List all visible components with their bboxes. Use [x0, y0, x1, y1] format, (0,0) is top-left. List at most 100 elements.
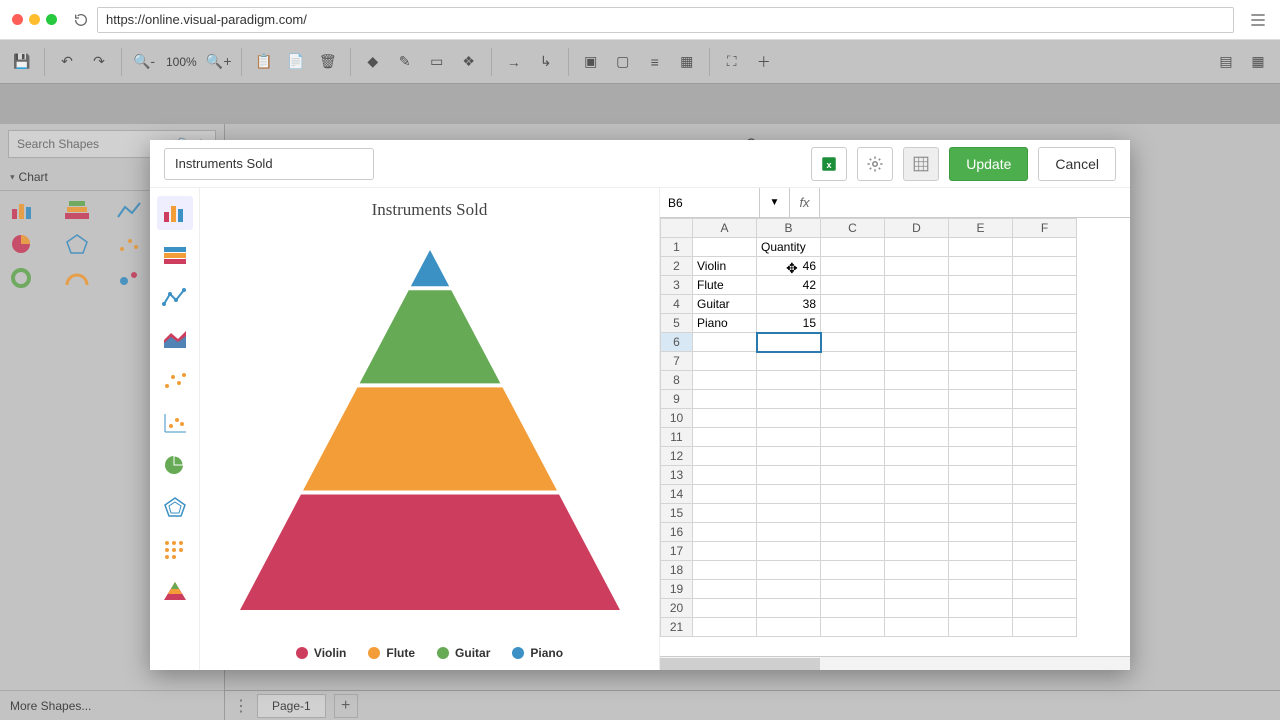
cell[interactable] — [693, 371, 757, 390]
cell[interactable] — [821, 485, 885, 504]
cell[interactable] — [757, 599, 821, 618]
cell[interactable] — [949, 466, 1013, 485]
cell[interactable] — [949, 352, 1013, 371]
cell[interactable] — [821, 314, 885, 333]
shape-icon[interactable]: ▭ — [423, 48, 451, 76]
cell[interactable] — [821, 447, 885, 466]
row-header[interactable]: 3 — [661, 276, 693, 295]
row-header[interactable]: 19 — [661, 580, 693, 599]
type-area[interactable] — [157, 322, 193, 356]
cell[interactable] — [821, 409, 885, 428]
cell[interactable] — [885, 390, 949, 409]
cell[interactable] — [949, 409, 1013, 428]
cell[interactable] — [885, 599, 949, 618]
cell[interactable] — [821, 504, 885, 523]
cell[interactable] — [821, 599, 885, 618]
cell[interactable]: Violin — [693, 257, 757, 276]
cell[interactable] — [757, 523, 821, 542]
cell[interactable]: Guitar — [693, 295, 757, 314]
cell[interactable] — [949, 428, 1013, 447]
cell[interactable] — [885, 333, 949, 352]
zoom-out-icon[interactable]: 🔍- — [130, 48, 158, 76]
cell[interactable] — [821, 238, 885, 257]
cell[interactable] — [1013, 447, 1077, 466]
cell[interactable] — [1013, 561, 1077, 580]
cell[interactable] — [1013, 276, 1077, 295]
update-button[interactable]: Update — [949, 147, 1028, 181]
horizontal-scrollbar[interactable] — [660, 656, 1130, 670]
cell[interactable] — [821, 371, 885, 390]
cell[interactable] — [885, 276, 949, 295]
cell[interactable] — [1013, 352, 1077, 371]
cell[interactable] — [1013, 238, 1077, 257]
cell[interactable] — [949, 599, 1013, 618]
close-window-icon[interactable] — [12, 14, 23, 25]
cell[interactable] — [693, 428, 757, 447]
more-shapes-link[interactable]: More Shapes... — [0, 690, 224, 720]
select-icon[interactable]: ⛶ — [718, 48, 746, 76]
cell[interactable] — [821, 257, 885, 276]
type-bar[interactable] — [157, 196, 193, 230]
cancel-button[interactable]: Cancel — [1038, 147, 1116, 181]
cell[interactable] — [885, 447, 949, 466]
cell[interactable] — [1013, 523, 1077, 542]
cell[interactable] — [949, 276, 1013, 295]
cell[interactable] — [757, 390, 821, 409]
row-header[interactable]: 21 — [661, 618, 693, 637]
front-icon[interactable]: ▣ — [577, 48, 605, 76]
cell[interactable] — [885, 580, 949, 599]
add-page-button[interactable]: + — [334, 694, 358, 718]
row-header[interactable]: 4 — [661, 295, 693, 314]
undo-icon[interactable]: ↶ — [53, 48, 81, 76]
url-bar[interactable]: https://online.visual-paradigm.com/ — [97, 7, 1234, 33]
col-header[interactable]: F — [1013, 219, 1077, 238]
cell[interactable] — [885, 238, 949, 257]
cell[interactable] — [693, 409, 757, 428]
radar-chart-icon[interactable] — [63, 233, 91, 255]
align-icon[interactable]: ≡ — [641, 48, 669, 76]
bar-chart-icon[interactable] — [10, 199, 38, 221]
zoom-in-icon[interactable]: 🔍+ — [205, 48, 233, 76]
line-chart-icon[interactable] — [116, 199, 144, 221]
cell[interactable] — [885, 523, 949, 542]
row-header[interactable]: 20 — [661, 599, 693, 618]
donut-chart-icon[interactable] — [10, 267, 38, 289]
cell[interactable] — [949, 371, 1013, 390]
cell[interactable] — [821, 466, 885, 485]
cell[interactable] — [693, 485, 757, 504]
cell[interactable] — [885, 371, 949, 390]
type-scatter[interactable] — [157, 364, 193, 398]
cell[interactable] — [1013, 314, 1077, 333]
cell[interactable] — [821, 295, 885, 314]
cell[interactable] — [1013, 466, 1077, 485]
view2-icon[interactable]: ▦ — [1244, 48, 1272, 76]
cell[interactable] — [821, 352, 885, 371]
cell[interactable] — [757, 447, 821, 466]
refresh-icon[interactable] — [73, 12, 89, 28]
cell[interactable] — [693, 523, 757, 542]
cell[interactable] — [949, 314, 1013, 333]
row-header[interactable]: 13 — [661, 466, 693, 485]
cell[interactable] — [821, 390, 885, 409]
cell[interactable] — [693, 352, 757, 371]
row-header[interactable]: 1 — [661, 238, 693, 257]
cell[interactable] — [885, 542, 949, 561]
col-header[interactable]: A — [693, 219, 757, 238]
cell[interactable] — [885, 485, 949, 504]
cell[interactable] — [821, 561, 885, 580]
name-box-dropdown[interactable]: ▼ — [760, 188, 790, 217]
cell[interactable] — [1013, 390, 1077, 409]
redo-icon[interactable]: ↷ — [85, 48, 113, 76]
cell[interactable] — [1013, 333, 1077, 352]
cell[interactable] — [693, 504, 757, 523]
type-stacked-bar[interactable] — [157, 238, 193, 272]
cell[interactable] — [693, 542, 757, 561]
stacked-chart-icon[interactable] — [63, 199, 91, 221]
cell[interactable] — [949, 542, 1013, 561]
cell[interactable] — [949, 447, 1013, 466]
cell[interactable] — [885, 428, 949, 447]
cell[interactable] — [885, 352, 949, 371]
cell[interactable] — [1013, 428, 1077, 447]
col-header[interactable]: D — [885, 219, 949, 238]
cell[interactable] — [757, 409, 821, 428]
